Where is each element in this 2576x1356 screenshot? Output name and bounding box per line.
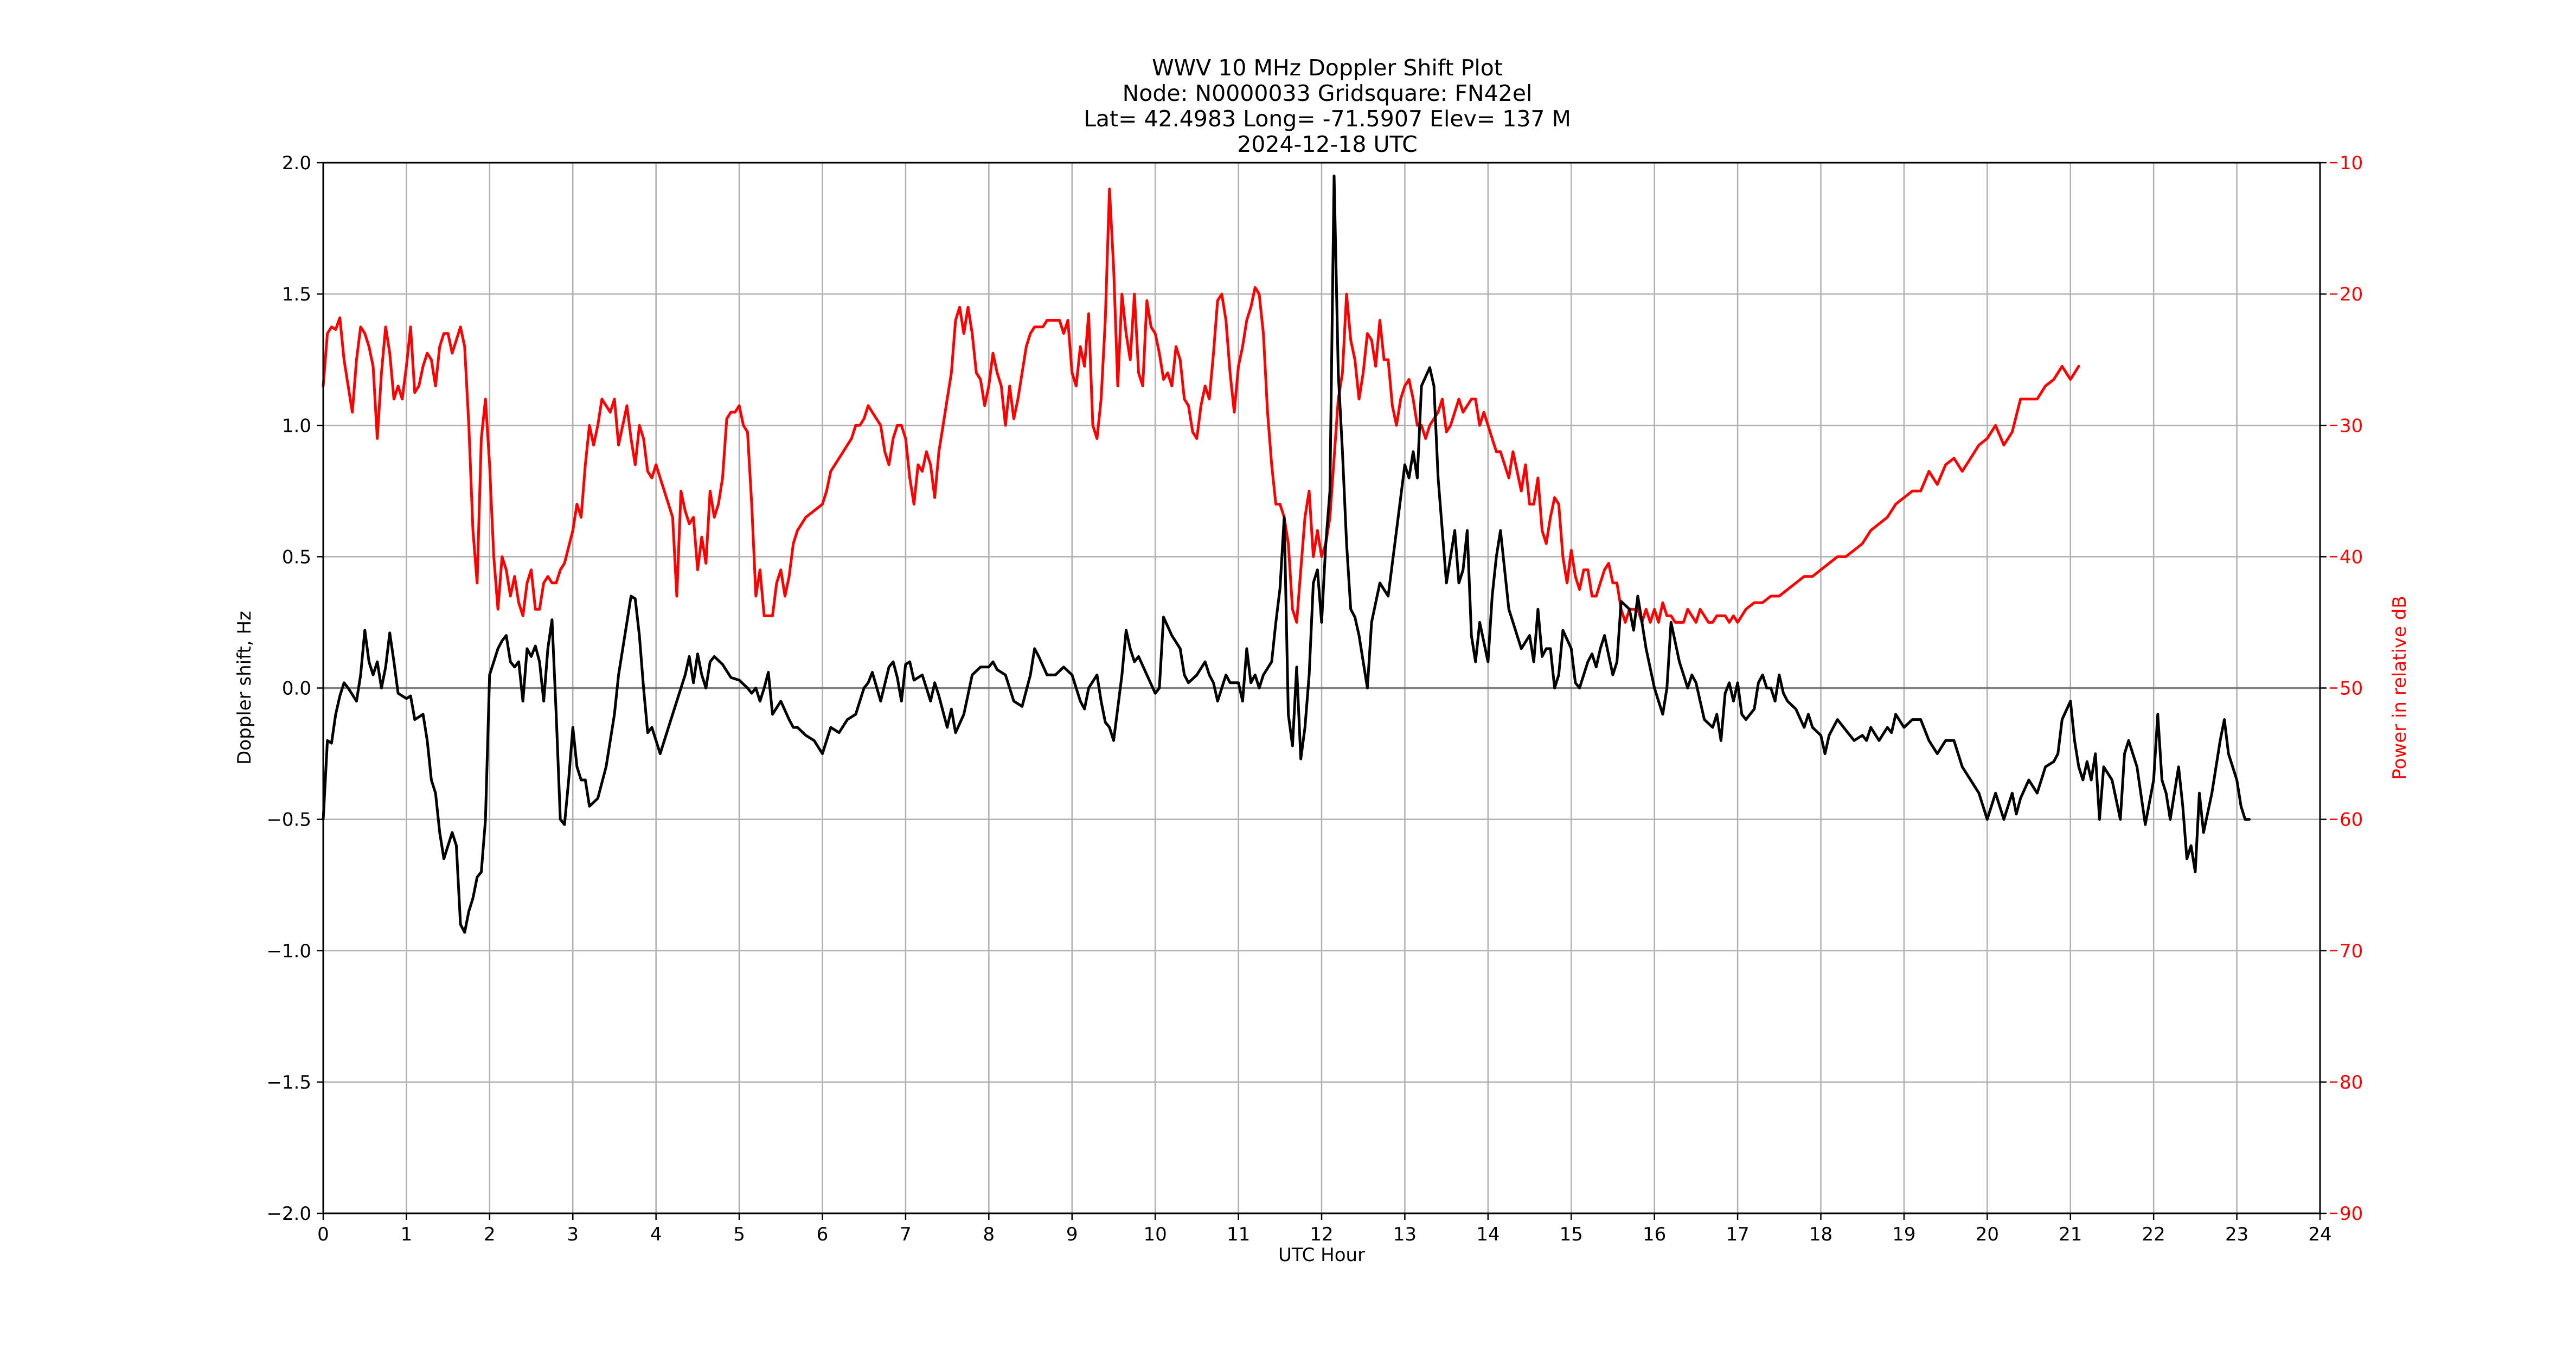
x-tick-label: 3 xyxy=(567,1224,579,1245)
y2-tick-label: 50 xyxy=(2340,678,2363,700)
y2-tick-label: 70 xyxy=(2340,941,2363,962)
y-tick-label: −0.5 xyxy=(266,809,311,831)
chart-title-line-4: 2024-12-18 UTC xyxy=(1237,131,1418,157)
x-tick-label: 15 xyxy=(1560,1224,1583,1245)
x-tick-label: 4 xyxy=(650,1224,662,1245)
chart-title-line-3: Lat= 42.4983 Long= -71.5907 Elev= 137 M xyxy=(1084,106,1571,132)
x-tick-label: 10 xyxy=(1144,1224,1167,1245)
chart-title-line-1: WWV 10 MHz Doppler Shift Plot xyxy=(1152,55,1503,81)
y2-axis-label: Power in relative dB xyxy=(2389,596,2411,779)
x-tick-label: 9 xyxy=(1066,1224,1078,1245)
x-tick-label: 20 xyxy=(1976,1224,1999,1245)
y-tick-label: 1.0 xyxy=(282,415,311,437)
data-series xyxy=(322,174,2251,934)
x-tick-label: 18 xyxy=(1809,1224,1832,1245)
y2-tick-label: 90 xyxy=(2340,1203,2363,1225)
y2-tick-label: 60 xyxy=(2340,809,2363,831)
x-tick-label: 8 xyxy=(983,1224,995,1245)
x-tick-label: 7 xyxy=(900,1224,912,1245)
y-axis-ticks: −2.0 −1.5 −1.0 −0.5 0.0 0.5 1.0 1.5 2.0 xyxy=(266,152,323,1225)
x-tick-label: 21 xyxy=(2059,1224,2082,1245)
x-tick-label: 2 xyxy=(484,1224,496,1245)
x-axis-ticks: 0 1 2 3 4 5 6 7 8 9 10 11 12 13 14 15 16 17 18 19 20 21 22 23 24 xyxy=(317,1213,2332,1245)
x-tick-label: 16 xyxy=(1643,1224,1666,1245)
x-tick-label: 14 xyxy=(1476,1224,1500,1245)
x-tick-label: 5 xyxy=(733,1224,745,1245)
y2-axis-ticks: 90 80 70 60 50 40 30 20 10 xyxy=(2320,152,2363,1225)
x-tick-label: 1 xyxy=(401,1224,413,1245)
y2-tick-label: 20 xyxy=(2340,284,2363,305)
y-tick-label: 1.5 xyxy=(282,284,311,305)
x-tick-label: 6 xyxy=(817,1224,829,1245)
x-tick-label: 11 xyxy=(1227,1224,1250,1245)
y2-tick-label: 30 xyxy=(2340,415,2363,437)
doppler-series-line xyxy=(322,174,2251,934)
x-tick-label: 22 xyxy=(2142,1224,2165,1245)
x-tick-label: 12 xyxy=(1310,1224,1333,1245)
y2-tick-label: 40 xyxy=(2340,546,2363,568)
grid-lines xyxy=(322,162,2321,1214)
x-tick-label: 23 xyxy=(2225,1224,2248,1245)
y-tick-label: −2.0 xyxy=(266,1203,311,1225)
x-tick-label: 19 xyxy=(1892,1224,1915,1245)
x-tick-label: 24 xyxy=(2308,1224,2331,1245)
y-tick-label: 0.0 xyxy=(282,678,311,700)
x-tick-label: 0 xyxy=(317,1224,329,1245)
y-tick-label: −1.5 xyxy=(266,1072,311,1093)
power-series-line xyxy=(322,187,2080,624)
x-axis-label: UTC Hour xyxy=(1278,1244,1365,1266)
y-tick-label: 0.5 xyxy=(282,546,311,568)
x-tick-label: 17 xyxy=(1726,1224,1749,1245)
y-tick-label: 2.0 xyxy=(282,152,311,174)
chart-title-line-2: Node: N0000033 Gridsquare: FN42el xyxy=(1122,80,1533,106)
y2-tick-label: 80 xyxy=(2340,1072,2363,1093)
x-tick-label: 13 xyxy=(1393,1224,1417,1245)
y-tick-label: −1.0 xyxy=(266,941,311,962)
y2-tick-label: 10 xyxy=(2340,152,2363,174)
y-axis-label: Doppler shift, Hz xyxy=(234,611,255,765)
